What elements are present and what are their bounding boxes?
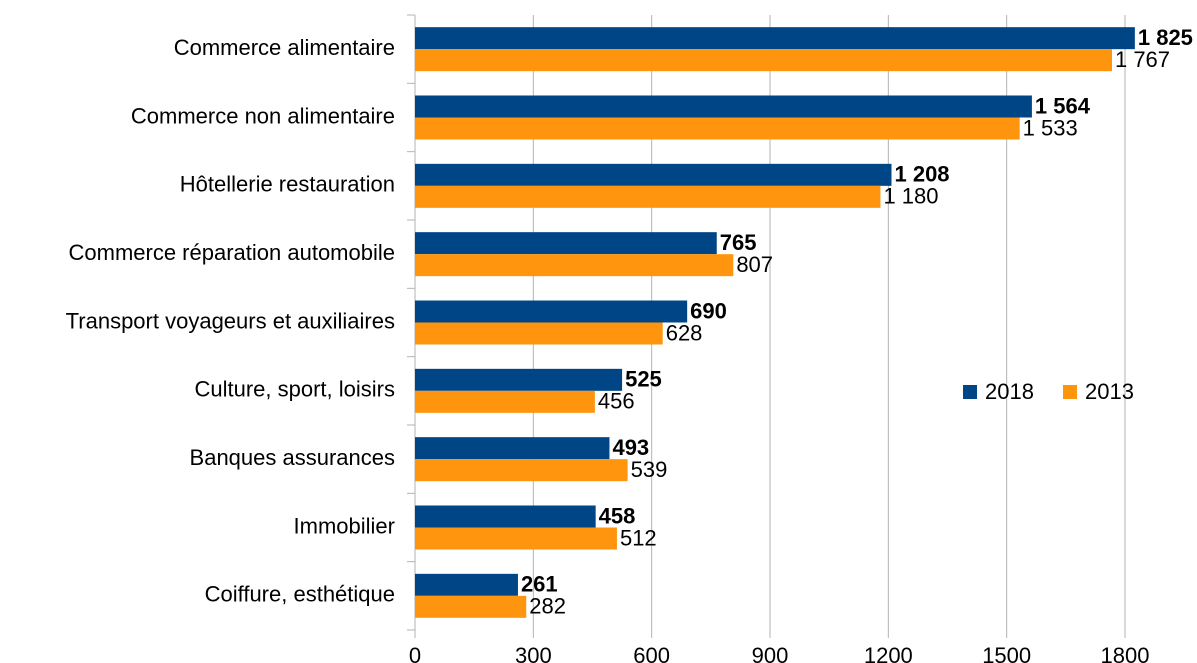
y-tick-label: Immobilier — [294, 513, 395, 538]
value-label: 1 825 — [1138, 25, 1193, 50]
bar — [415, 527, 617, 550]
y-tick-label: Commerce alimentaire — [174, 35, 395, 60]
bar — [415, 368, 623, 391]
value-label: 628 — [666, 320, 703, 345]
value-label: 1 767 — [1115, 47, 1170, 72]
value-label: 539 — [631, 457, 668, 482]
bar — [415, 185, 881, 208]
bar — [415, 459, 628, 482]
value-label: 690 — [690, 298, 727, 323]
x-tick-label: 600 — [633, 643, 670, 663]
legend-swatch — [1063, 385, 1077, 399]
value-label: 1 564 — [1035, 93, 1091, 118]
value-label: 1 208 — [894, 162, 949, 187]
y-tick-label: Hôtellerie restauration — [180, 172, 395, 197]
bar — [415, 573, 518, 596]
value-label: 282 — [529, 594, 566, 619]
legend-label: 2018 — [985, 379, 1034, 404]
legend-label: 2013 — [1085, 379, 1134, 404]
y-tick-label: Coiffure, esthétique — [205, 582, 395, 607]
x-tick-label: 1200 — [864, 643, 913, 663]
bar — [415, 322, 663, 345]
bar — [415, 437, 610, 460]
bar — [415, 505, 596, 528]
bar — [415, 254, 734, 277]
bar — [415, 27, 1135, 50]
value-label: 512 — [620, 525, 657, 550]
y-tick-label: Culture, sport, loisirs — [194, 377, 395, 402]
bar — [415, 595, 527, 618]
value-label: 765 — [720, 230, 757, 255]
value-label: 1 180 — [883, 184, 938, 209]
value-label: 493 — [612, 435, 649, 460]
bar — [415, 163, 892, 186]
x-tick-label: 0 — [409, 643, 421, 663]
value-label: 525 — [625, 367, 662, 392]
legend-swatch — [963, 385, 977, 399]
bar — [415, 95, 1032, 118]
x-tick-label: 1500 — [982, 643, 1031, 663]
value-label: 261 — [521, 572, 558, 597]
y-tick-label: Banques assurances — [190, 445, 395, 470]
x-tick-label: 900 — [752, 643, 789, 663]
value-label: 458 — [599, 503, 636, 528]
value-label: 456 — [598, 389, 635, 414]
y-tick-label: Transport voyageurs et auxiliaires — [66, 308, 395, 333]
value-label: 807 — [736, 252, 773, 277]
bar — [415, 390, 595, 413]
bar — [415, 49, 1112, 72]
value-label: 1 533 — [1023, 115, 1078, 140]
y-tick-label: Commerce réparation automobile — [69, 240, 396, 265]
bar — [415, 232, 717, 255]
y-tick-label: Commerce non alimentaire — [131, 103, 395, 128]
x-tick-label: 300 — [515, 643, 552, 663]
bar — [415, 117, 1020, 140]
bar — [415, 300, 688, 323]
x-tick-label: 1800 — [1101, 643, 1150, 663]
